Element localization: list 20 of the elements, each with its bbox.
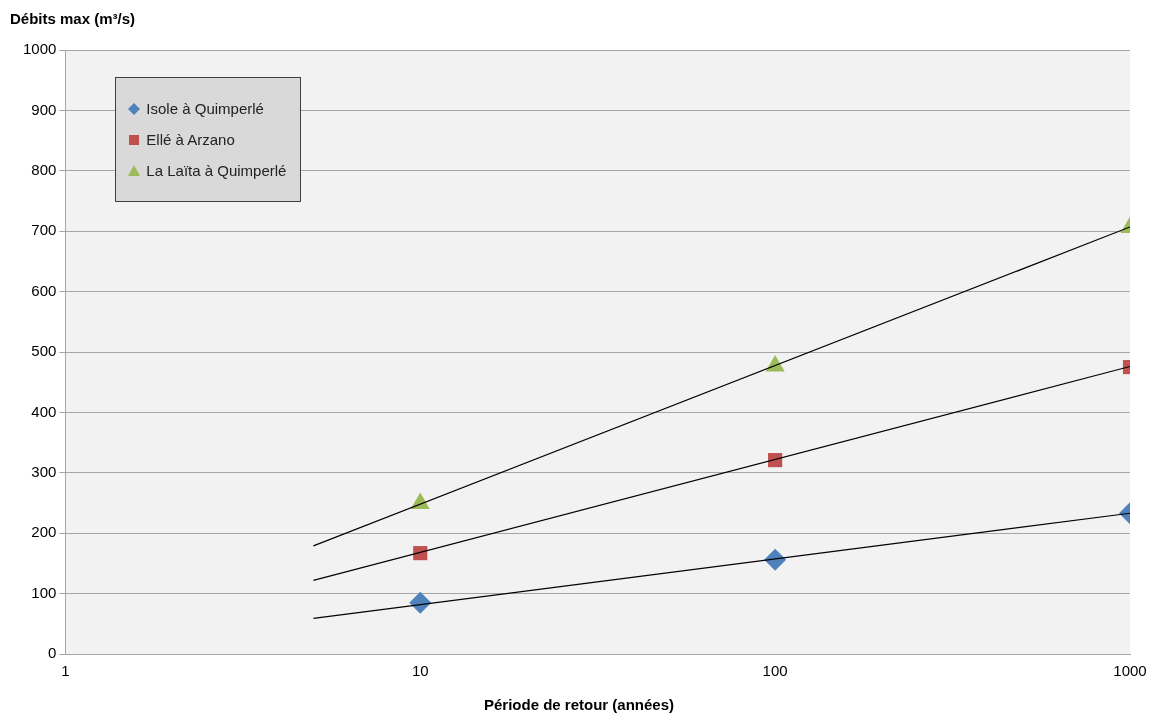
y-tick-label: 600 [31,281,57,299]
y-tick-label: 100 [31,583,57,601]
y-tick-label: 200 [31,523,57,541]
y-tick-label: 1000 [22,40,57,58]
x-tick-label: 10 [411,662,429,680]
y-axis-title: Débits max (m³/s) [10,10,136,27]
legend-label: La Laïta à Quimperlé [146,162,287,179]
y-tick-label: 500 [31,342,57,360]
x-axis-title: Période de retour (années) [482,696,676,713]
y-tick-label: 300 [31,462,57,480]
legend-label: Isole à Quimperlé [146,100,264,117]
x-tick-label: 1000 [1113,662,1147,680]
y-tick-label: 700 [31,221,57,239]
legend-label: Ellé à Arzano [146,131,235,148]
x-tick-label: 100 [762,662,788,680]
y-tick-label: 400 [31,402,57,420]
x-tick-label: 1 [61,662,70,680]
y-tick-label: 0 [48,644,57,662]
y-tick-label: 800 [31,160,57,178]
y-tick-label: 900 [31,100,57,118]
